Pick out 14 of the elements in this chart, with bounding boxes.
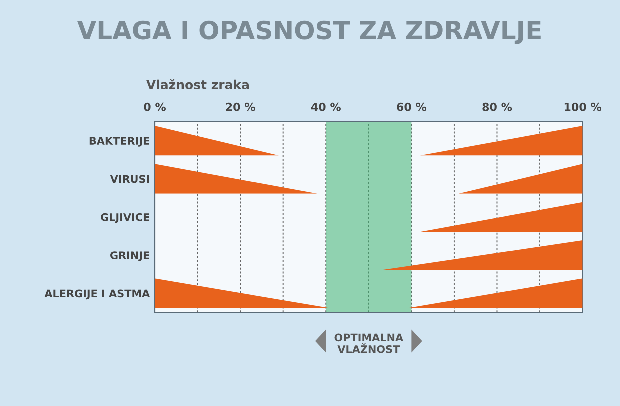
y-tick-label: GLJIVICE [101, 213, 150, 224]
y-tick-label: ALERGIJE I ASTMA [44, 290, 150, 300]
x-tick-label: 100 % [564, 102, 602, 112]
y-tick-label: BAKTERIJE [90, 137, 150, 147]
x-tick-label: 0 % [144, 102, 166, 112]
band-label: OPTIMALNA VLAŽNOST [334, 334, 404, 354]
chart-title: VLAGA I OPASNOST ZA ZDRAVLJE [77, 20, 541, 44]
y-tick-label: GRINJE [110, 252, 150, 262]
x-tick-label: 20 % [226, 102, 256, 112]
x-axis-title: Vlažnost zraka [146, 79, 250, 90]
y-tick-label: VIRUSI [110, 175, 150, 184]
x-tick-label: 80 % [482, 102, 512, 112]
x-tick-label: 60 % [397, 102, 427, 112]
x-tick-label: 40 % [311, 102, 341, 112]
